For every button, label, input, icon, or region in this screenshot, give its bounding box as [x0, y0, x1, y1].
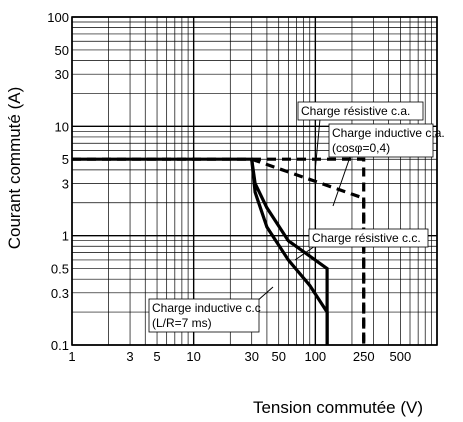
- annotation-3: Charge résistive c.c.: [294, 228, 429, 261]
- annotation-box: [297, 101, 424, 121]
- x-tick-label: 500: [390, 349, 412, 364]
- annotation-box: [328, 123, 434, 158]
- y-tick-label: 30: [55, 67, 69, 82]
- x-tick-label: 5: [153, 349, 160, 364]
- series-line-2: [251, 157, 366, 345]
- y-tick-label: 3: [62, 177, 69, 192]
- annotations: Charge résistive c.a. Charge inductive c.…: [148, 101, 445, 333]
- annotation-leader: [294, 245, 316, 261]
- annotation-text: Charge inductive c.c: [152, 301, 261, 315]
- x-tick-label: 100: [304, 349, 326, 364]
- x-tick-label: 10: [186, 349, 200, 364]
- y-tick-label: 0.5: [51, 262, 69, 277]
- x-tick-label: 30: [244, 349, 258, 364]
- y-tick-label: 5: [62, 152, 69, 167]
- plot-frame: [71, 16, 438, 346]
- y-tick-label: 0.1: [51, 338, 69, 353]
- y-axis-title: Courant commuté (A): [5, 87, 24, 250]
- annotation-text: Charge résistive c.c.: [312, 231, 421, 245]
- annotation-text: (L/R=7 ms): [152, 316, 212, 330]
- annotation-leader: [314, 118, 321, 173]
- annotation-4: Charge inductive c.c(L/R=7 ms): [148, 286, 274, 333]
- y-tick-label: 50: [55, 43, 69, 58]
- annotation-text: Charge inductive c.a.: [332, 126, 445, 140]
- annotation-text: Charge résistive c.a.: [301, 104, 410, 118]
- x-tick-label: 3: [126, 349, 133, 364]
- y-tick-label: 1: [62, 229, 69, 244]
- annotation-2: Charge inductive c.a.(cosφ=0,4): [328, 123, 445, 207]
- annotation-text: (cosφ=0,4): [332, 141, 390, 155]
- annotation-1: Charge résistive c.a.: [297, 101, 424, 173]
- y-tick-label: 100: [47, 10, 69, 25]
- grid: [71, 16, 438, 346]
- x-tick-label: 250: [353, 349, 375, 364]
- series-line-4: [250, 159, 329, 345]
- tick-labels: 1 3 5 10 30 50 100 250 500 0.1 0.3 0.5 1 3 5 10 30 50 100: [47, 10, 411, 364]
- x-tick-label: 50: [271, 349, 285, 364]
- x-axis-title: Tension commutée (V): [253, 398, 423, 417]
- annotation-leader: [332, 156, 351, 207]
- y-tick-label: 10: [55, 119, 69, 134]
- annotation-box: [148, 298, 260, 333]
- series-layer: [72, 157, 366, 345]
- annotation-box: [308, 228, 429, 248]
- y-tick-label: 0.3: [51, 286, 69, 301]
- x-tick-label: 1: [68, 349, 75, 364]
